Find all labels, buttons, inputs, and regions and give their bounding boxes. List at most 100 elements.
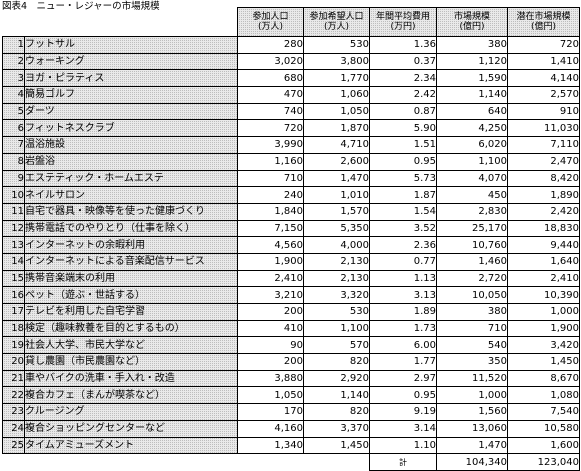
table-row: 11 自宅で器具・映像等を使った健康づくり 1,840 1,570 1.54 2,830 2… bbox=[2, 202, 580, 221]
participants-cell: 4,560 bbox=[237, 236, 304, 254]
market-cell: 380 bbox=[436, 303, 508, 321]
table-row: 20 貸し農園（市民農園など） 200 820 1.77 350 1,450 bbox=[2, 353, 580, 371]
wish-cell: 3,370 bbox=[303, 419, 370, 438]
wish-cell: 2,600 bbox=[303, 152, 370, 171]
market-cell: 1,590 bbox=[436, 69, 508, 88]
potential-cell: 8,670 bbox=[507, 369, 580, 388]
wish-cell: 530 bbox=[303, 36, 370, 54]
leisure-name: 岩盤浴 bbox=[24, 152, 238, 171]
participants-cell: 240 bbox=[237, 186, 304, 204]
potential-cell: 1,640 bbox=[507, 252, 580, 271]
potential-cell: 10,580 bbox=[507, 419, 580, 438]
cost-cell: 0.77 bbox=[369, 252, 437, 271]
leisure-name: フィットネスクラブ bbox=[24, 119, 238, 138]
table-row: 23 クルージング 170 820 9.19 1,560 7,540 bbox=[2, 403, 580, 421]
table-row: 3 ヨガ・ピラティス 680 1,770 2.34 1,590 4,140 bbox=[2, 69, 580, 88]
leisure-name: 簡易ゴルフ bbox=[24, 86, 238, 104]
participants-cell: 710 bbox=[237, 169, 304, 188]
participants-cell: 2,410 bbox=[237, 269, 304, 288]
cost-cell: 0.37 bbox=[369, 52, 437, 71]
cost-cell: 3.52 bbox=[369, 219, 437, 238]
wish-cell: 3,800 bbox=[303, 52, 370, 71]
cost-cell: 2.36 bbox=[369, 236, 437, 254]
leisure-name: エステティック・ホームエステ bbox=[24, 169, 238, 188]
participants-cell: 1,840 bbox=[237, 202, 304, 221]
market-cell: 1,470 bbox=[436, 436, 508, 455]
total-row: 計 104,340 123,040 bbox=[3, 453, 580, 471]
potential-cell: 4,140 bbox=[507, 69, 580, 88]
leisure-name: 社会人大学、市民大学など bbox=[24, 336, 238, 355]
leisure-name: 車やバイクの洗車・手入れ・改造 bbox=[24, 369, 238, 388]
cost-cell: 5.73 bbox=[369, 169, 437, 188]
leisure-name: 携帯電話でのやりとり（仕事を除く） bbox=[24, 219, 238, 238]
market-cell: 2,830 bbox=[436, 202, 508, 221]
cost-cell: 1.54 bbox=[369, 202, 437, 221]
leisure-name: インターネットによる音楽配信サービス bbox=[24, 252, 238, 271]
participants-cell: 410 bbox=[237, 319, 304, 338]
table-row: 5 ダーツ 740 1,050 0.87 640 910 bbox=[2, 102, 580, 121]
participants-cell: 90 bbox=[237, 336, 304, 355]
header-blank-no bbox=[3, 8, 25, 37]
participants-cell: 740 bbox=[237, 102, 304, 121]
wish-cell: 1,050 bbox=[303, 102, 370, 121]
market-cell: 1,560 bbox=[436, 403, 508, 421]
potential-cell: 1,900 bbox=[507, 319, 580, 338]
cost-cell: 1.13 bbox=[369, 269, 437, 288]
wish-cell: 1,010 bbox=[303, 186, 370, 204]
total-potential: 123,040 bbox=[507, 453, 580, 471]
table-row: 16 ペット（遊ぶ・世話する） 3,210 3,320 3.13 10,050 10,390 bbox=[2, 286, 580, 304]
potential-cell: 2,410 bbox=[507, 269, 580, 288]
total-blank-no bbox=[3, 454, 25, 471]
potential-cell: 1,410 bbox=[507, 52, 580, 71]
wish-cell: 1,570 bbox=[303, 202, 370, 221]
leisure-name: ヨガ・ピラティス bbox=[24, 69, 238, 88]
leisure-name: 温浴施設 bbox=[24, 136, 238, 154]
leisure-name: テレビを利用した自宅学習 bbox=[24, 303, 238, 321]
leisure-name: 貸し農園（市民農園など） bbox=[24, 353, 238, 371]
row-number: 12 bbox=[2, 219, 25, 238]
wish-cell: 530 bbox=[303, 303, 370, 321]
table-row: 1 フットサル 280 530 1.36 380 720 bbox=[2, 36, 580, 54]
participants-cell: 7,150 bbox=[237, 219, 304, 238]
wish-cell: 4,710 bbox=[303, 136, 370, 154]
wish-cell: 820 bbox=[303, 353, 370, 371]
row-number: 6 bbox=[2, 119, 25, 138]
participants-cell: 280 bbox=[237, 36, 304, 54]
potential-cell: 1,000 bbox=[507, 303, 580, 321]
cost-cell: 2.97 bbox=[369, 369, 437, 388]
wish-cell: 1,100 bbox=[303, 319, 370, 338]
market-cell: 4,250 bbox=[436, 119, 508, 138]
table-row: 10 ネイルサロン 240 1,010 1.87 450 1,890 bbox=[2, 186, 580, 204]
header-market: 市場規模 (億円) bbox=[436, 7, 508, 37]
potential-cell: 2,570 bbox=[507, 86, 580, 104]
figure-title: 図表4 ニュー・レジャーの市場規模 bbox=[2, 1, 160, 12]
market-cell: 1,000 bbox=[436, 386, 508, 405]
table-row: 9 エステティック・ホームエステ 710 1,470 5.73 4,070 8,420 bbox=[2, 169, 580, 188]
potential-cell: 3,420 bbox=[507, 336, 580, 355]
participants-cell: 1,900 bbox=[237, 252, 304, 271]
market-cell: 10,760 bbox=[436, 236, 508, 254]
wish-cell: 5,350 bbox=[303, 219, 370, 238]
cost-cell: 0.95 bbox=[369, 386, 437, 405]
total-blank-participants bbox=[238, 454, 304, 471]
table-row: 6 フィットネスクラブ 720 1,870 5.90 4,250 11,030 bbox=[2, 119, 580, 138]
row-number: 11 bbox=[2, 202, 25, 221]
participants-cell: 4,160 bbox=[237, 419, 304, 438]
table-row: 15 携帯音楽端末の利用 2,410 2,130 1.13 2,720 2,410 bbox=[2, 269, 580, 288]
leisure-name: インターネットの余暇利用 bbox=[24, 236, 238, 254]
row-number: 14 bbox=[2, 252, 25, 271]
participants-cell: 3,020 bbox=[237, 52, 304, 71]
leisure-name: ネイルサロン bbox=[24, 186, 238, 204]
row-number: 4 bbox=[2, 86, 25, 104]
market-size-table: 参加人口 (万人) 参加希望人口 (万人) 年間平均費用 (万円) 市場規模 (… bbox=[2, 7, 580, 471]
row-number: 23 bbox=[2, 403, 25, 421]
cost-cell: 2.34 bbox=[369, 69, 437, 88]
header-participants: 参加人口 (万人) bbox=[237, 7, 304, 37]
participants-cell: 3,880 bbox=[237, 369, 304, 388]
cost-cell: 0.95 bbox=[369, 152, 437, 171]
header-row: 参加人口 (万人) 参加希望人口 (万人) 年間平均費用 (万円) 市場規模 (… bbox=[3, 7, 580, 37]
row-number: 17 bbox=[2, 303, 25, 321]
wish-cell: 1,870 bbox=[303, 119, 370, 138]
leisure-name: 複合ショッピングセンターなど bbox=[24, 419, 238, 438]
market-cell: 380 bbox=[436, 36, 508, 54]
